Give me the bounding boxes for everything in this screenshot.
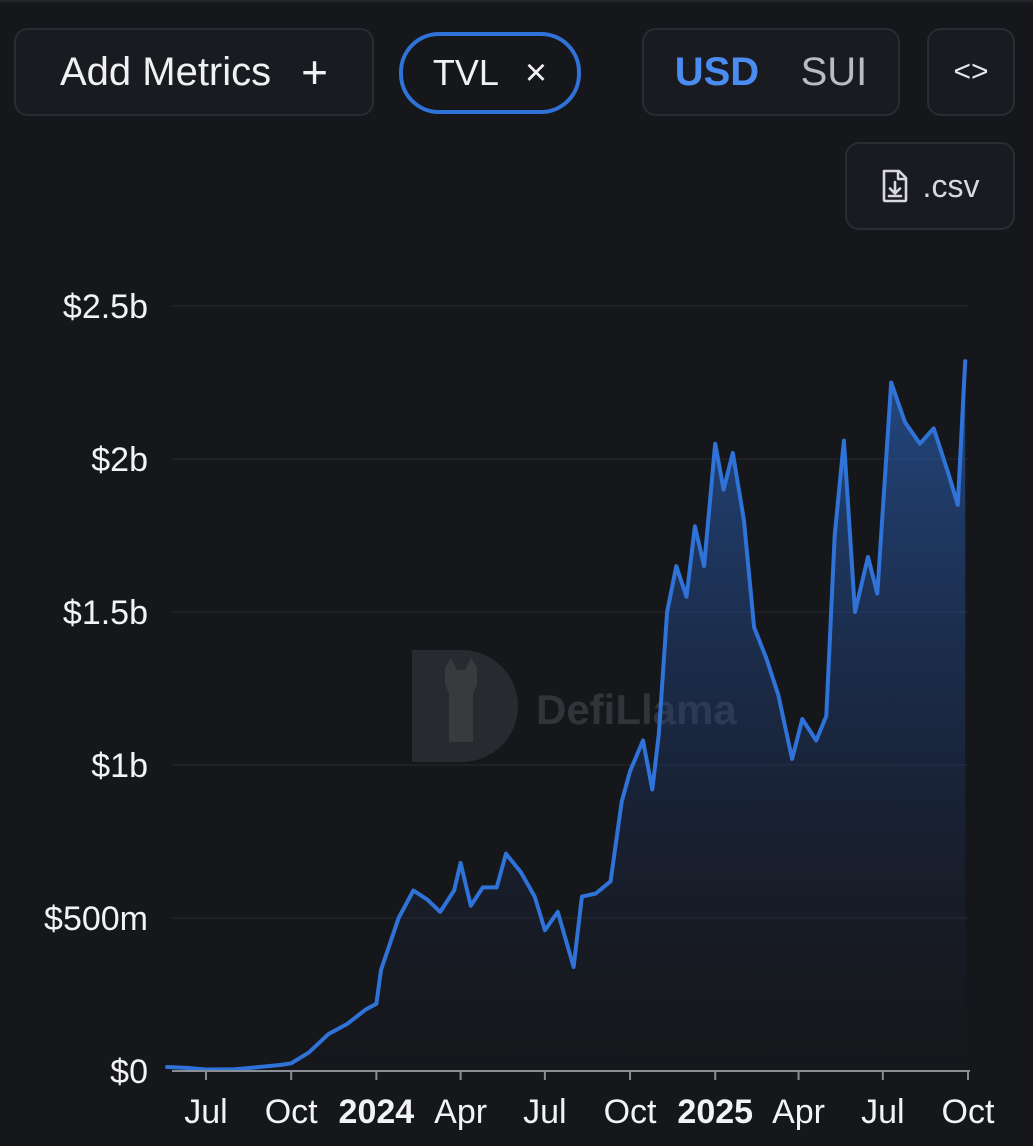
y-tick-label: $2b (91, 441, 148, 479)
x-tick-label: 2025 (677, 1093, 753, 1131)
metric-chip-label: TVL (432, 52, 499, 93)
y-tick-label: $1.5b (63, 594, 148, 632)
embed-button[interactable]: <> (927, 28, 1015, 116)
plus-icon: + (301, 46, 329, 98)
currency-sui-option[interactable]: SUI (800, 49, 868, 94)
add-metrics-button[interactable]: Add Metrics + (14, 28, 374, 116)
tvl-area-fill (167, 361, 966, 1072)
close-icon[interactable]: × (524, 52, 548, 94)
llama-icon (445, 658, 477, 742)
currency-toggle: USD SUI (642, 28, 900, 116)
x-tick-label: Jul (861, 1093, 904, 1131)
x-tick-label: Jul (523, 1093, 566, 1131)
axes: $0 $500m $1b $1.5b $2b $2.5b Jul Oct 2024 Apr Jul O… (44, 288, 995, 1131)
x-tick-label: Apr (772, 1093, 825, 1131)
x-tick-label: Oct (604, 1093, 657, 1131)
add-metrics-label: Add Metrics (59, 49, 272, 94)
x-tick-label: Apr (434, 1093, 487, 1131)
x-tick-label: 2024 (339, 1093, 415, 1131)
csv-label: .csv (922, 167, 980, 204)
tvl-line (165, 359, 968, 1072)
file-download-icon (882, 169, 907, 203)
x-tick-label: Oct (942, 1093, 995, 1131)
y-tick-label: $0 (110, 1053, 148, 1091)
x-tick-label: Oct (265, 1093, 318, 1131)
metric-chip-tvl[interactable]: TVL × (399, 32, 581, 114)
x-tick-label: Jul (184, 1093, 227, 1131)
top-border (0, 0, 1033, 2)
download-csv-button[interactable]: .csv (845, 142, 1015, 230)
y-tick-label: $1b (91, 747, 148, 785)
tvl-area (165, 359, 968, 1072)
y-tick-label: $2.5b (63, 288, 148, 326)
code-icon: <> (953, 55, 989, 88)
currency-usd-option[interactable]: USD (674, 49, 760, 94)
y-tick-label: $500m (44, 900, 148, 938)
